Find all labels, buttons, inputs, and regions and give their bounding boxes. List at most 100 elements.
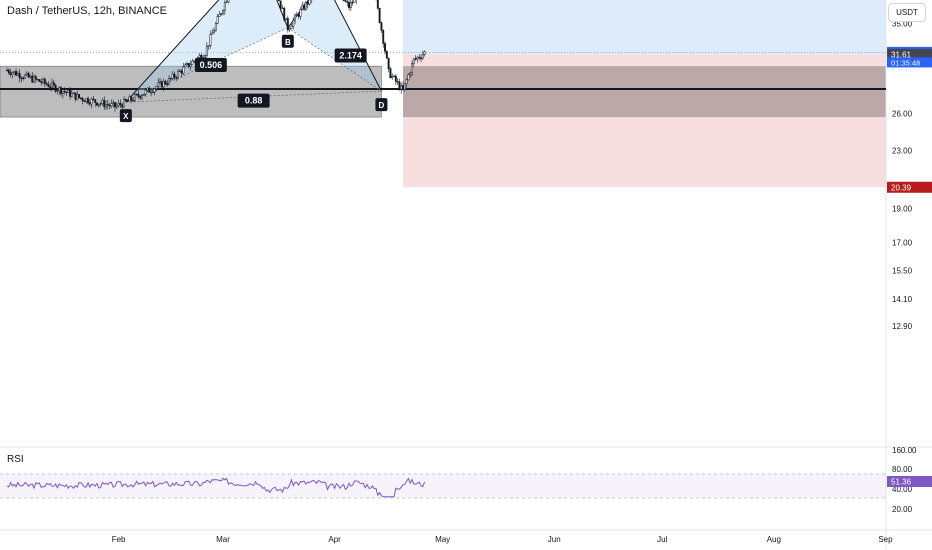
axis-label-15.50: 15.50	[892, 266, 913, 275]
candle-body	[281, 7, 284, 10]
candle-body	[132, 99, 134, 102]
time-label-may: May	[435, 535, 450, 544]
price-axis[interactable]: 71.7671.4068.0060.5057.7053.0047.0045.04…	[887, 0, 932, 331]
candle-body	[78, 94, 80, 98]
candle-body	[47, 84, 50, 88]
candle-body	[160, 81, 163, 88]
candle-body	[216, 16, 219, 24]
candle-body	[117, 102, 120, 106]
candle-body	[295, 14, 298, 16]
candle-body	[63, 90, 66, 93]
candle-body	[29, 75, 32, 78]
candle-body	[146, 87, 149, 91]
candle-body	[38, 79, 41, 82]
candle-body	[123, 98, 125, 108]
candle-body	[402, 85, 404, 91]
candle-body	[384, 43, 386, 52]
time-label-jun: Jun	[548, 535, 561, 544]
candle-body	[222, 10, 224, 14]
rsi-line	[6, 477, 426, 498]
candle-body	[166, 83, 169, 85]
candle-body	[36, 79, 39, 81]
candle-body	[52, 82, 55, 86]
candle-body	[292, 19, 295, 27]
candle-body	[421, 54, 424, 59]
rsi-value-label: 51.36	[891, 478, 912, 487]
candle-body	[56, 90, 59, 92]
candle-body	[81, 97, 84, 101]
candle-body	[51, 82, 53, 88]
candle-body	[394, 75, 397, 82]
candle-body	[414, 58, 417, 60]
ratio-box-2	[334, 48, 367, 63]
candle-body	[16, 73, 19, 76]
pattern-xd-line	[125, 90, 382, 103]
candle-body	[227, 0, 230, 3]
candle-body	[306, 2, 309, 5]
candle-body	[142, 93, 145, 96]
countdown-label: 01:35:48	[891, 58, 920, 67]
candle-body	[218, 14, 221, 17]
candle-body	[25, 73, 28, 76]
ratio-box-0	[194, 57, 227, 72]
candle-body	[286, 18, 289, 31]
candle-body	[184, 64, 187, 68]
candle-body	[180, 70, 183, 74]
candle-body	[124, 98, 127, 102]
axis-badge-31.61	[887, 48, 932, 60]
candle-body	[144, 89, 147, 95]
point-x-box	[119, 109, 132, 123]
axis-badge-20.39	[887, 181, 932, 193]
candle-body	[151, 91, 154, 94]
rsi-band	[0, 474, 886, 498]
candle-body	[92, 98, 95, 101]
candle-body	[61, 90, 64, 95]
currency-button[interactable]: USDT	[888, 3, 926, 22]
axis-label-31.61: 31.61	[891, 50, 912, 59]
candle-body	[211, 32, 214, 35]
candle-body	[171, 73, 174, 79]
rsi-axis-label-80.00: 80.00	[892, 465, 913, 474]
candle-body	[88, 102, 91, 105]
candle-body	[133, 94, 136, 101]
candle-body	[110, 103, 113, 107]
candle-body	[58, 87, 61, 91]
candle-body	[290, 25, 293, 29]
candle-body	[42, 78, 44, 83]
candle-body	[76, 94, 79, 100]
candle-body	[279, 0, 282, 9]
candle-body	[294, 14, 296, 21]
candle-body	[126, 100, 129, 102]
candle-body	[346, 1, 349, 3]
candle-body	[43, 78, 46, 84]
ratio-label-2: 2.174	[339, 50, 362, 60]
candle-body	[405, 79, 408, 85]
candle-body	[24, 74, 26, 79]
candle-body	[159, 81, 161, 84]
rsi-value-badge	[887, 476, 932, 487]
candle-body	[403, 83, 406, 91]
candle-body	[178, 70, 181, 73]
axis-label-20.39: 20.39	[891, 183, 912, 192]
time-axis[interactable]: Feb Mar Apr May Jun Jul Aug Sep	[112, 535, 893, 544]
candle-body	[128, 96, 131, 102]
rsi-axis-label-20.00: 20.00	[892, 505, 913, 514]
candle-body	[396, 81, 399, 83]
candle-body	[96, 102, 98, 106]
candle-body	[225, 1, 228, 3]
axis-label-14.10: 14.10	[892, 295, 913, 304]
candle-body	[407, 74, 410, 81]
candles-layer	[6, 0, 426, 112]
candle-body	[420, 57, 422, 59]
candle-body	[177, 71, 179, 78]
candle-body	[412, 58, 415, 64]
candle-body	[114, 102, 116, 108]
candle-body	[20, 77, 23, 79]
candle-body	[60, 87, 62, 95]
candle-body	[416, 56, 419, 60]
candle-body	[87, 98, 89, 104]
candle-body	[198, 55, 201, 58]
